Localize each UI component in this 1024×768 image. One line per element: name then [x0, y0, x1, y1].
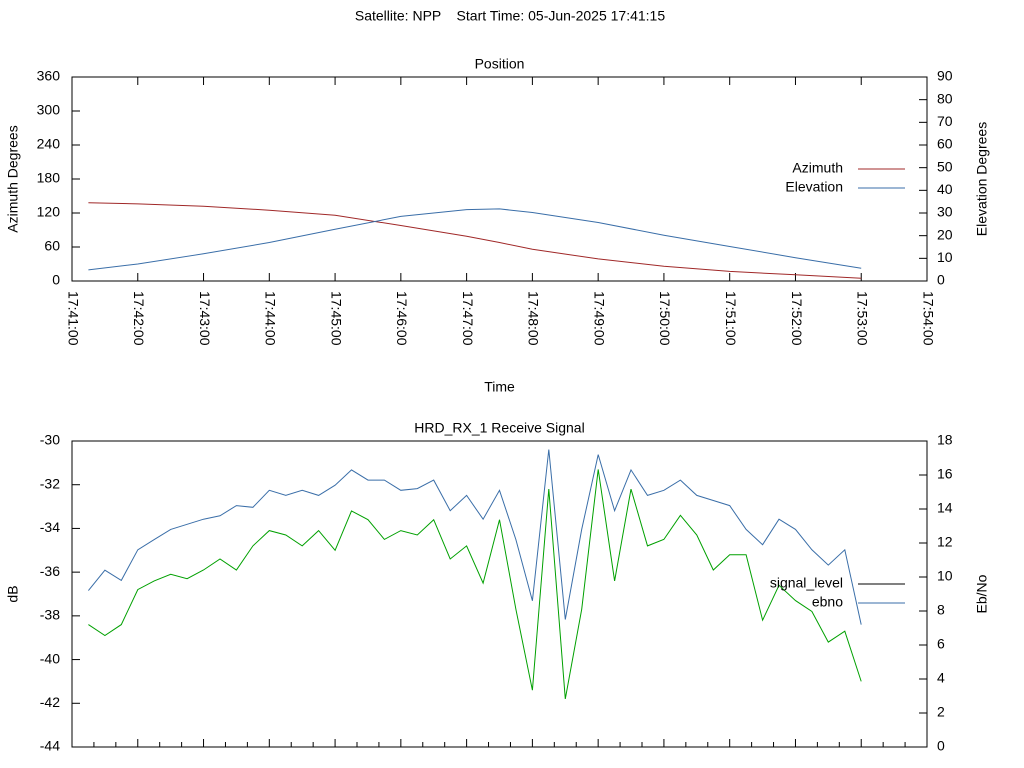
y2-tick-label: 10 [937, 568, 953, 584]
y-tick-label: -36 [40, 563, 60, 579]
y-tick-label: -44 [40, 738, 60, 754]
y2-tick-label: 4 [937, 670, 945, 686]
x-tick-label: 17:53:00 [855, 291, 871, 346]
x-axis-label: Time [484, 379, 515, 395]
x-tick-label: 17:44:00 [263, 291, 279, 346]
x-tick-label: 17:45:00 [328, 291, 344, 346]
y2-tick-label: 2 [937, 704, 945, 720]
legend-label: signal_level [770, 575, 843, 591]
series-line [88, 449, 862, 625]
legend-label: Elevation [785, 179, 843, 195]
x-tick-label: 17:43:00 [197, 291, 213, 346]
y2-tick-label: 40 [937, 181, 953, 197]
y2-tick-label: 16 [937, 466, 953, 482]
x-tick-label: 17:42:00 [131, 291, 147, 346]
series-line [88, 208, 862, 271]
y-tick-label: -34 [40, 519, 60, 535]
series-line [88, 202, 862, 279]
y-tick-label: -40 [40, 650, 60, 666]
y-tick-label: 240 [37, 136, 61, 152]
x-tick-label: 17:47:00 [460, 291, 476, 346]
y2-tick-label: 60 [937, 136, 953, 152]
x-tick-label: 17:46:00 [394, 291, 410, 346]
y-axis-label: dB [5, 585, 21, 602]
x-tick-label: 17:49:00 [591, 291, 607, 346]
y-tick-label: -30 [40, 432, 60, 448]
y-tick-label: -38 [40, 607, 60, 623]
chart-title: HRD_RX_1 Receive Signal [414, 420, 584, 436]
y2-tick-label: 18 [937, 432, 953, 448]
y-tick-label: 360 [37, 68, 61, 84]
x-tick-label: 17:50:00 [657, 291, 673, 346]
x-tick-label: 17:54:00 [920, 291, 936, 346]
y-axis-label: Azimuth Degrees [5, 125, 21, 232]
y-tick-label: 60 [44, 238, 60, 254]
y-tick-label: -32 [40, 475, 60, 491]
y2-tick-label: 12 [937, 534, 953, 550]
y-tick-label: 120 [37, 204, 61, 220]
x-tick-label: 17:52:00 [789, 291, 805, 346]
y2-tick-label: 6 [937, 636, 945, 652]
x-tick-label: 17:48:00 [526, 291, 542, 346]
legend-label: Azimuth [792, 160, 843, 176]
x-tick-label: 17:41:00 [65, 291, 81, 346]
y2-tick-label: 80 [937, 90, 953, 106]
legend-label: ebno [812, 594, 843, 610]
y2-tick-label: 30 [937, 204, 953, 220]
y2-tick-label: 50 [937, 158, 953, 174]
plot-frame [71, 440, 928, 748]
page-title: Satellite: NPP Start Time: 05-Jun-2025 1… [355, 8, 665, 24]
y-tick-label: -42 [40, 694, 60, 710]
x-tick-label: 17:51:00 [723, 291, 739, 346]
series-line [88, 469, 862, 699]
y2-tick-label: 90 [937, 68, 953, 84]
y2-tick-label: 0 [937, 272, 945, 288]
y2-tick-label: 8 [937, 602, 945, 618]
y-tick-label: 300 [37, 102, 61, 118]
y2-axis-label: Elevation Degrees [974, 122, 990, 236]
y2-tick-label: 10 [937, 249, 953, 265]
chart-title: Position [475, 56, 525, 72]
y2-tick-label: 0 [937, 738, 945, 754]
y2-tick-label: 70 [937, 113, 953, 129]
y-tick-label: 0 [52, 272, 60, 288]
y-tick-label: 180 [37, 170, 61, 186]
y2-tick-label: 20 [937, 226, 953, 242]
y2-tick-label: 14 [937, 500, 953, 516]
y2-axis-label: Eb/No [974, 574, 990, 613]
